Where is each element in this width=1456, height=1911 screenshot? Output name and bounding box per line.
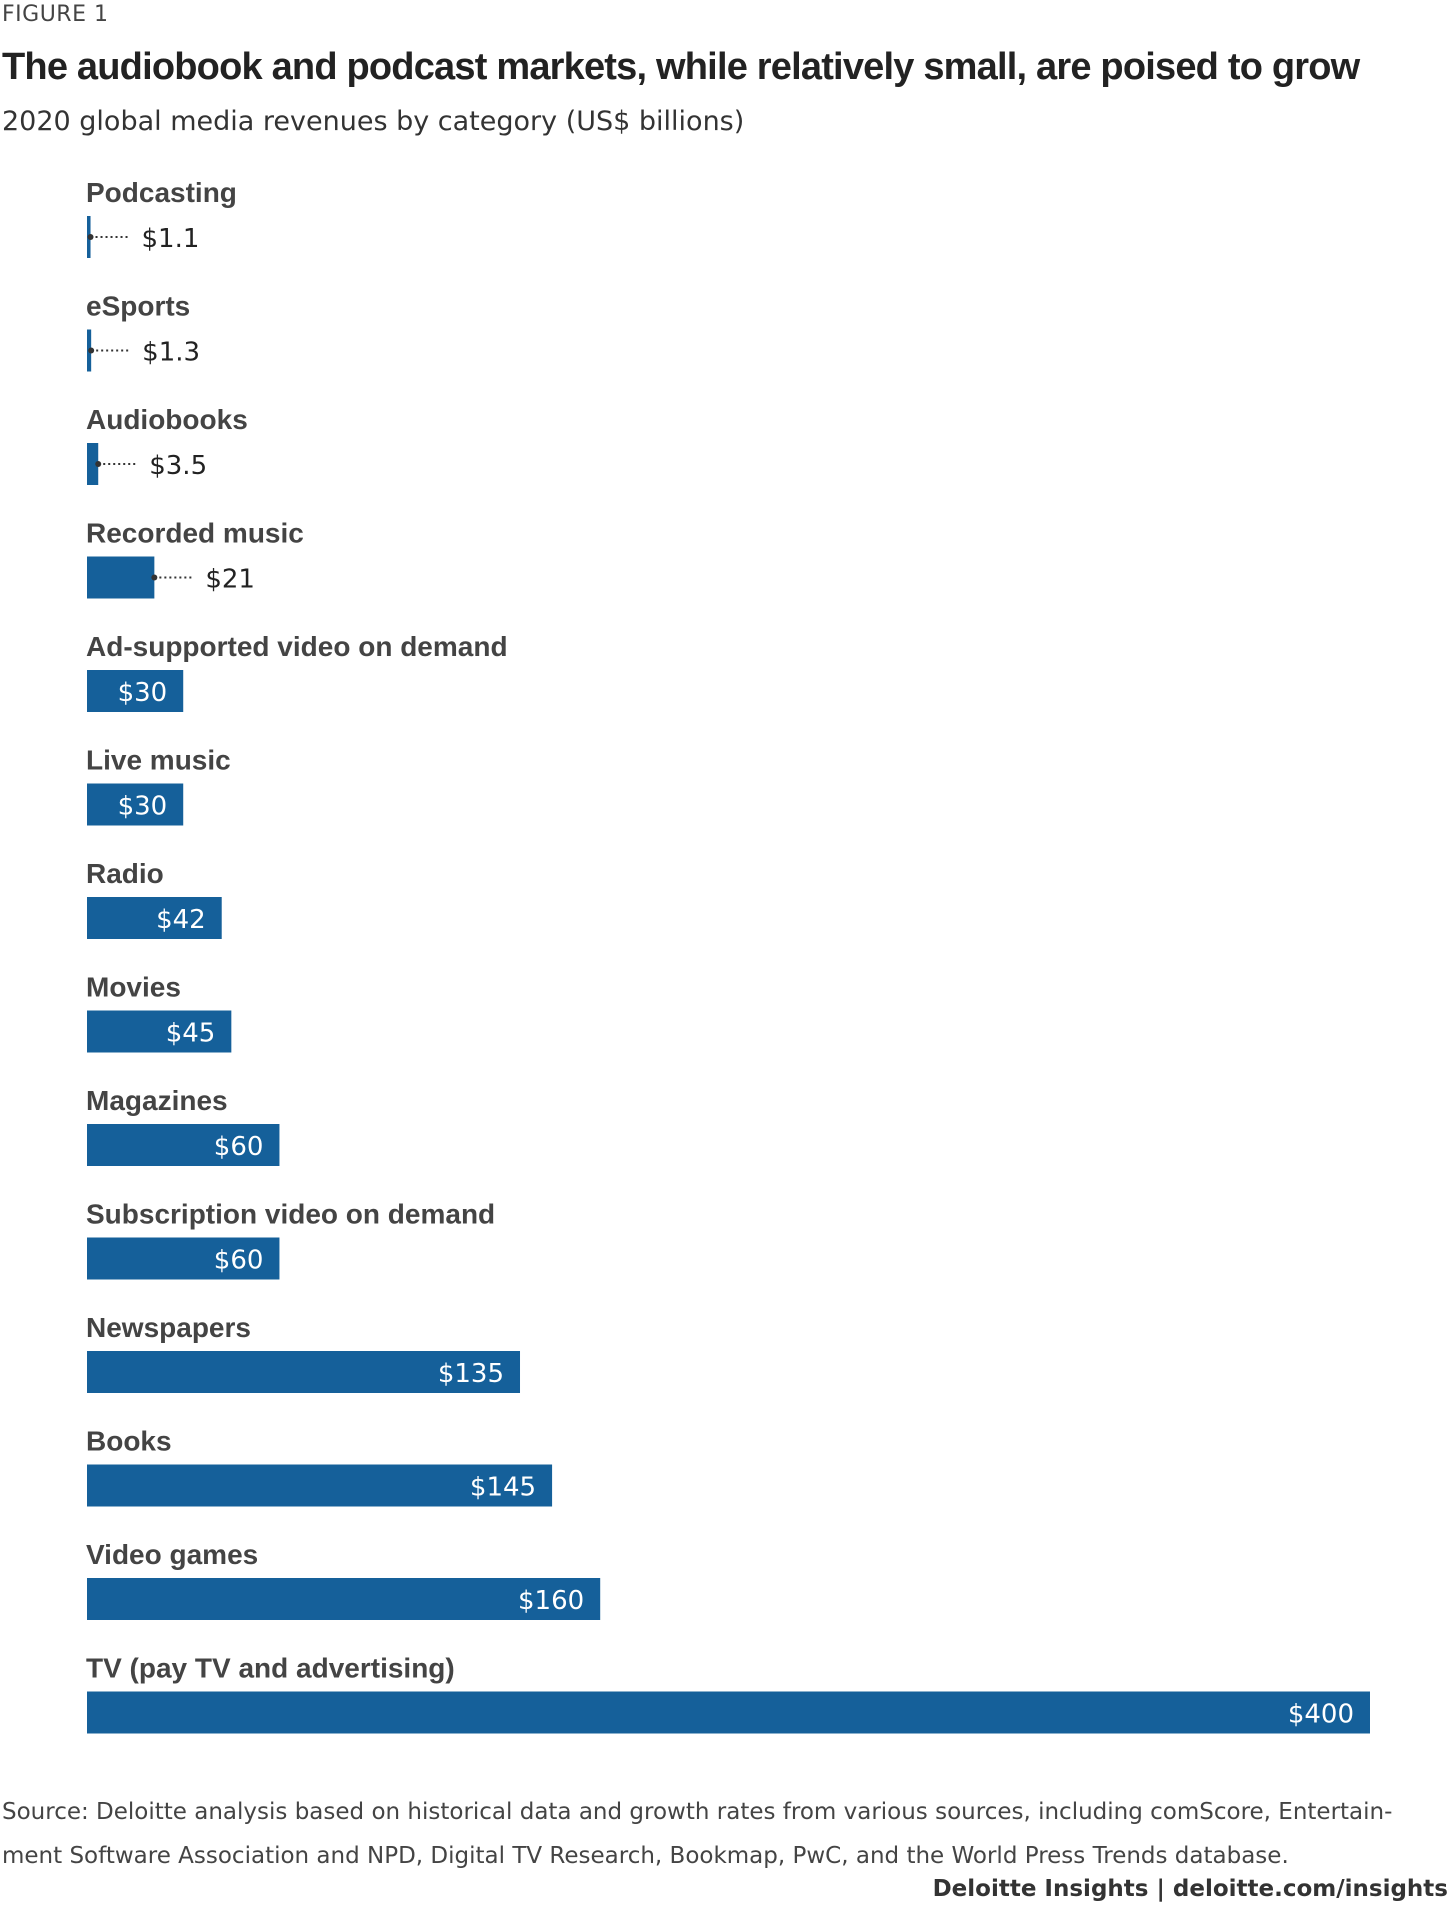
- figure-label: FIGURE 1: [2, 2, 109, 27]
- category-label-tv-pay-tv-and-advertising: TV (pay TV and advertising): [86, 1653, 455, 1684]
- source-line-1: Source: Deloitte analysis based on histo…: [2, 1799, 1393, 1825]
- category-label-ad-supported-video-on-demand: Ad-supported video on demand: [86, 631, 508, 662]
- chart-subtitle: 2020 global media revenues by category (…: [2, 106, 745, 137]
- value-label-live-music: $30: [118, 792, 168, 822]
- value-label-magazines: $60: [214, 1132, 264, 1162]
- bar-books: [87, 1464, 553, 1507]
- footer-credit: Deloitte Insights | deloitte.com/insight…: [932, 1876, 1448, 1902]
- value-label-recorded-music: $21: [205, 565, 255, 595]
- bar-chart: Podcasting $1.1 eSports $1.3 Audiobooks $3.5 R…: [86, 177, 1370, 1734]
- value-label-esports: $1.3: [142, 338, 200, 368]
- bar-movies: [87, 1010, 232, 1053]
- value-label-video-games: $160: [518, 1586, 584, 1616]
- category-label-radio: Radio: [86, 858, 164, 889]
- category-label-video-games: Video games: [86, 1539, 258, 1570]
- value-label-audiobooks: $3.5: [149, 451, 207, 481]
- bar-ad-supported-video-on-demand: [87, 670, 184, 712]
- category-label-podcasting: Podcasting: [86, 177, 237, 208]
- leader-dot-audiobooks: [95, 461, 102, 467]
- leader-dot-podcasting: [87, 234, 94, 240]
- value-label-subscription-video-on-demand: $60: [214, 1246, 264, 1276]
- source-line-2: ment Software Association and NPD, Digit…: [2, 1843, 1289, 1869]
- value-label-tv-pay-tv-and-advertising: $400: [1288, 1700, 1354, 1730]
- category-label-recorded-music: Recorded music: [86, 518, 304, 549]
- value-label-ad-supported-video-on-demand: $30: [118, 678, 168, 708]
- category-label-subscription-video-on-demand: Subscription video on demand: [86, 1199, 495, 1230]
- category-label-audiobooks: Audiobooks: [86, 404, 248, 435]
- bar-video-games: [87, 1578, 601, 1620]
- value-label-radio: $42: [156, 905, 206, 935]
- category-label-magazines: Magazines: [86, 1085, 228, 1116]
- category-label-movies: Movies: [86, 972, 181, 1003]
- value-label-books: $145: [470, 1473, 536, 1503]
- category-label-esports: eSports: [86, 291, 190, 322]
- chart-title: The audiobook and podcast markets, while…: [2, 46, 1360, 88]
- category-label-books: Books: [86, 1426, 172, 1457]
- value-label-podcasting: $1.1: [142, 224, 200, 254]
- leader-dot-recorded-music: [151, 574, 158, 581]
- bar-newspapers: [87, 1351, 521, 1393]
- bar-live-music: [87, 783, 184, 826]
- category-label-live-music: Live music: [86, 745, 231, 776]
- source-note: Source: Deloitte analysis based on histo…: [2, 1790, 1442, 1878]
- bar-recorded-music: [87, 556, 155, 599]
- leader-dot-esports: [88, 347, 95, 354]
- bar-magazines: [87, 1124, 280, 1166]
- value-label-newspapers: $135: [438, 1359, 504, 1389]
- bar-radio: [87, 897, 222, 939]
- value-label-movies: $45: [166, 1019, 216, 1049]
- bar-subscription-video-on-demand: [87, 1237, 280, 1280]
- category-label-newspapers: Newspapers: [86, 1312, 251, 1343]
- bar-audiobooks: [87, 443, 99, 485]
- bar-tv-pay-tv-and-advertising: [87, 1691, 1370, 1734]
